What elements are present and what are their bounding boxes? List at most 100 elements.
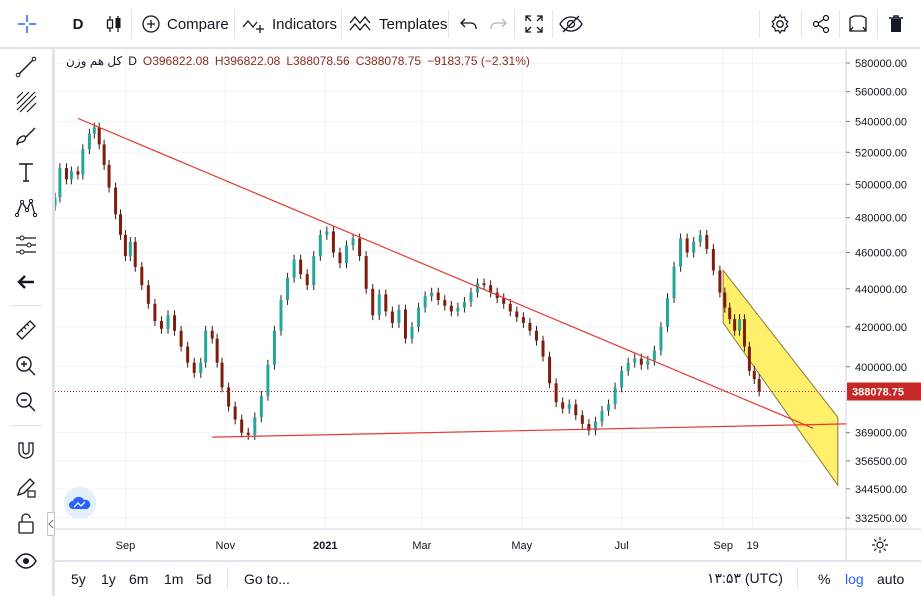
hide-icon[interactable] (558, 0, 584, 48)
indicators-button[interactable]: Indicators (242, 0, 337, 48)
redo-icon[interactable] (487, 0, 509, 48)
price-tick-label: 356500.00 (855, 456, 907, 468)
candle (711, 244, 715, 276)
candle (279, 295, 283, 336)
price-chart[interactable]: 580000.00 560000.00 540000.00 520000.00 5000… (55, 49, 921, 560)
range-5y[interactable]: 5y (71, 570, 86, 587)
candle (600, 405, 604, 427)
candle (102, 139, 106, 170)
zoom-in-icon[interactable] (11, 351, 41, 381)
timezone-button[interactable]: ۱۳:۵۳ (UTC) (707, 570, 783, 586)
zoom-out-icon[interactable] (11, 387, 41, 417)
candle (173, 310, 177, 336)
candle (593, 416, 597, 436)
percent-toggle[interactable]: % (818, 570, 831, 587)
snapshot-icon[interactable] (846, 0, 870, 48)
candle (69, 166, 73, 185)
pattern-icon[interactable] (11, 193, 41, 223)
candle (443, 295, 447, 311)
price-tick-label: 480000.00 (855, 213, 907, 225)
logo-badge[interactable] (64, 487, 96, 519)
candle (659, 321, 663, 356)
magnet-icon[interactable] (11, 436, 41, 466)
plus-circle-icon (142, 15, 160, 33)
undo-icon[interactable] (458, 0, 480, 48)
candle (305, 269, 309, 291)
candle (723, 287, 727, 313)
price-tick-label: 460000.00 (855, 247, 907, 259)
legend-open: O396822.08 (142, 54, 209, 68)
candle (246, 427, 250, 440)
interval-button[interactable]: D (72, 15, 84, 33)
log-toggle[interactable]: log (845, 570, 864, 587)
time-tick-label: Sep (116, 540, 136, 552)
gear-icon (872, 537, 888, 553)
forecast-icon[interactable] (11, 230, 41, 260)
candles-icon[interactable] (101, 0, 127, 48)
eye-icon[interactable] (11, 546, 41, 576)
candle (318, 230, 322, 261)
top-toolbar: D Compare Indicators Templates (0, 0, 921, 48)
cloud-icon (69, 496, 91, 509)
crosshair-icon[interactable] (14, 0, 40, 48)
candle (698, 230, 702, 247)
trash-icon[interactable] (884, 0, 908, 48)
templates-button[interactable]: Templates (349, 0, 447, 48)
legend-high: H396822.08 (214, 54, 281, 68)
fullscreen-icon[interactable] (522, 0, 546, 48)
candle (403, 304, 407, 344)
stay-drawing-icon[interactable] (11, 472, 41, 502)
range-1m[interactable]: 1m (164, 570, 184, 587)
price-tick-label: 500000.00 (855, 179, 907, 191)
ruler-icon[interactable] (11, 315, 41, 345)
chart-pane[interactable]: 580000.00 560000.00 540000.00 520000.00 5000… (55, 49, 921, 560)
time-tick-label: 19 (747, 540, 759, 552)
gear-icon[interactable] (768, 0, 792, 48)
candle (371, 283, 375, 321)
candle (153, 298, 157, 326)
range-5d[interactable]: 5d (196, 570, 212, 587)
candle (469, 287, 473, 307)
candle (331, 226, 335, 258)
candle (733, 314, 737, 336)
share-icon[interactable] (809, 0, 833, 48)
brush-icon[interactable] (11, 122, 41, 152)
candle (397, 304, 401, 328)
candle (81, 144, 85, 180)
candle (299, 254, 303, 280)
candle (358, 233, 362, 261)
candle (652, 345, 656, 366)
indicators-icon (242, 19, 264, 33)
text-icon[interactable] (11, 157, 41, 187)
legend-close: C388078.75 (355, 54, 422, 68)
fib-icon[interactable] (11, 87, 41, 117)
candle (55, 192, 57, 211)
candle (119, 209, 123, 240)
candle (266, 359, 270, 401)
candle (436, 287, 440, 305)
back-arrow-icon[interactable] (11, 267, 41, 297)
compare-button[interactable]: Compare (141, 0, 229, 48)
candle (515, 306, 519, 323)
candle (757, 374, 761, 397)
candle (423, 291, 427, 313)
price-tick-label: 369000.00 (855, 428, 907, 440)
candle (738, 314, 742, 336)
candle (685, 233, 689, 258)
lock-icon[interactable] (11, 508, 41, 538)
candle (554, 378, 558, 408)
collapse-handle[interactable] (47, 512, 55, 536)
candle (679, 233, 683, 272)
candle (192, 357, 196, 378)
range-1y[interactable]: 1y (101, 570, 116, 587)
candle (672, 261, 676, 304)
candle (159, 316, 163, 334)
goto-button[interactable]: Go to... (244, 570, 290, 587)
trend-line-icon[interactable] (11, 52, 41, 82)
candle (186, 341, 190, 368)
candle (489, 280, 493, 298)
auto-toggle[interactable]: auto (877, 570, 905, 587)
axis-settings-icon (876, 541, 884, 549)
range-6m[interactable]: 6m (129, 570, 149, 587)
candle (292, 254, 296, 283)
